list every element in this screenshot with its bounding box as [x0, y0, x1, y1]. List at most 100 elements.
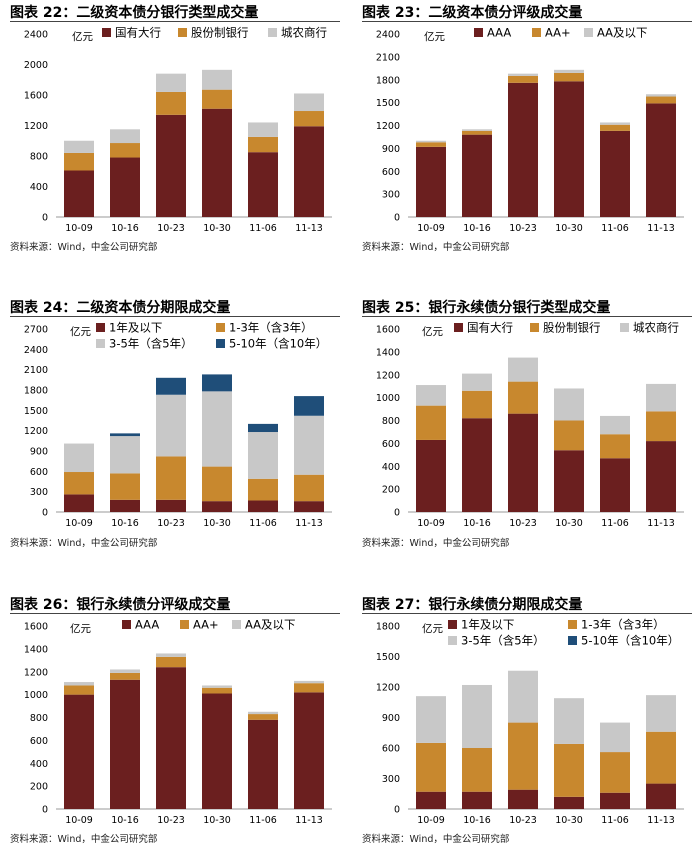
- legend-swatch: [620, 323, 629, 332]
- legend-swatch: [454, 323, 463, 332]
- bar-segment: [416, 696, 446, 743]
- legend-swatch: [448, 636, 457, 645]
- y-tick-label: 1200: [376, 683, 400, 694]
- bar-segment: [416, 791, 446, 809]
- bar-segment: [156, 114, 186, 217]
- bar-segment: [202, 374, 232, 392]
- bar-segment: [64, 140, 94, 153]
- bar-segment: [294, 683, 324, 693]
- bar-segment: [64, 685, 94, 695]
- legend-label: 城农商行: [633, 321, 679, 335]
- legend-label: 5-10年（含10年）: [581, 634, 679, 648]
- bar-segment: [202, 501, 232, 512]
- bar-segment: [462, 134, 492, 217]
- legend-label: 1年及以下: [461, 618, 514, 632]
- bar-segment: [156, 377, 186, 395]
- y-tick-label: 800: [30, 713, 48, 724]
- bar-segment: [64, 682, 94, 686]
- y-tick-label: 2100: [376, 52, 400, 63]
- y-tick-label: 800: [382, 416, 400, 427]
- x-tick-label: 10-23: [157, 815, 185, 826]
- bar-segment: [202, 693, 232, 809]
- bar-segment: [110, 669, 140, 673]
- legend-label: AAA: [487, 26, 511, 40]
- bar-segment: [600, 458, 630, 512]
- bar-segment: [248, 432, 278, 479]
- bar-segment: [600, 752, 630, 793]
- bar-segment: [248, 500, 278, 512]
- bar-segment: [646, 383, 676, 412]
- y-tick-label: 200: [382, 485, 400, 496]
- y-tick-label: 600: [30, 467, 48, 478]
- y-tick-label: 0: [394, 805, 400, 816]
- bar-segment: [294, 396, 324, 416]
- legend-label: 1年及以下: [109, 321, 162, 335]
- y-tick-label: 1000: [376, 393, 400, 404]
- chart-source: 资料来源：Wind，中金公司研究部: [362, 242, 510, 253]
- bar-segment: [202, 466, 232, 502]
- bar-segment: [202, 687, 232, 694]
- y-tick-label: 0: [42, 508, 48, 519]
- legend-swatch: [568, 620, 577, 629]
- y-tick-label: 2400: [376, 30, 400, 41]
- chart-panel-25: 图表 25：银行永续债分银行类型成交量 0 200 400 600 800 1000 120…: [362, 297, 692, 552]
- y-tick-label: 300: [382, 190, 400, 201]
- bar-segment: [248, 152, 278, 217]
- bar-segment: [462, 130, 492, 135]
- bar-segment: [156, 499, 186, 512]
- y-tick-label: 600: [30, 736, 48, 747]
- x-tick-label: 11-06: [249, 223, 277, 234]
- chart-source: 资料来源：Wind，中金公司研究部: [10, 538, 158, 549]
- legend-swatch: [102, 28, 111, 37]
- bar-segment: [462, 373, 492, 391]
- bar-segment: [156, 653, 186, 657]
- bar-segment: [646, 96, 676, 104]
- y-tick-label: 0: [42, 805, 48, 816]
- bar-segment: [156, 667, 186, 809]
- bar-segment: [508, 82, 538, 217]
- y-tick-label: 1600: [24, 622, 48, 633]
- chart-title: 图表 24：二级资本债分期限成交量: [10, 300, 231, 316]
- legend-swatch: [178, 28, 187, 37]
- bar-segment: [202, 391, 232, 467]
- bar-segment: [202, 89, 232, 109]
- bar-segment: [294, 501, 324, 512]
- legend-swatch: [448, 620, 457, 629]
- x-tick-label: 10-30: [555, 223, 583, 234]
- bar-segment: [248, 478, 278, 501]
- x-tick-label: 10-16: [111, 518, 139, 529]
- bar-segment: [294, 126, 324, 217]
- x-tick-label: 11-06: [249, 815, 277, 826]
- y-tick-label: 1200: [24, 121, 48, 132]
- x-tick-label: 10-16: [463, 518, 491, 529]
- bar-segment: [646, 94, 676, 97]
- bar-segment: [646, 411, 676, 442]
- y-unit-label: 亿元: [70, 325, 91, 338]
- chart-title: 图表 26：银行永续债分评级成交量: [10, 597, 231, 613]
- bar-segment: [156, 394, 186, 457]
- bar-segment: [110, 436, 140, 474]
- x-tick-label: 10-16: [111, 223, 139, 234]
- y-tick-label: 600: [382, 167, 400, 178]
- bar-segment: [202, 685, 232, 688]
- x-tick-label: 10-23: [509, 815, 537, 826]
- y-tick-label: 1400: [24, 644, 48, 655]
- bar-segment: [156, 73, 186, 92]
- bar-segment: [294, 111, 324, 127]
- bar-segment: [110, 129, 140, 144]
- y-unit-label: 亿元: [70, 622, 91, 635]
- bar-segment: [416, 742, 446, 792]
- x-tick-label: 10-16: [111, 815, 139, 826]
- bar-segment: [600, 722, 630, 753]
- legend-swatch: [180, 620, 189, 629]
- x-tick-label: 10-16: [463, 815, 491, 826]
- bar-segment: [554, 69, 584, 73]
- y-tick-label: 400: [30, 759, 48, 770]
- legend-label: 1-3年（含3年）: [229, 321, 313, 335]
- bar-segment: [600, 122, 630, 125]
- chart-panel-26: 图表 26：银行永续债分评级成交量 0 200 400 600 800 1000 1200 1…: [10, 594, 340, 849]
- y-tick-label: 800: [30, 152, 48, 163]
- legend-swatch: [96, 339, 105, 348]
- legend-swatch: [474, 28, 483, 37]
- bar-segment: [416, 146, 446, 217]
